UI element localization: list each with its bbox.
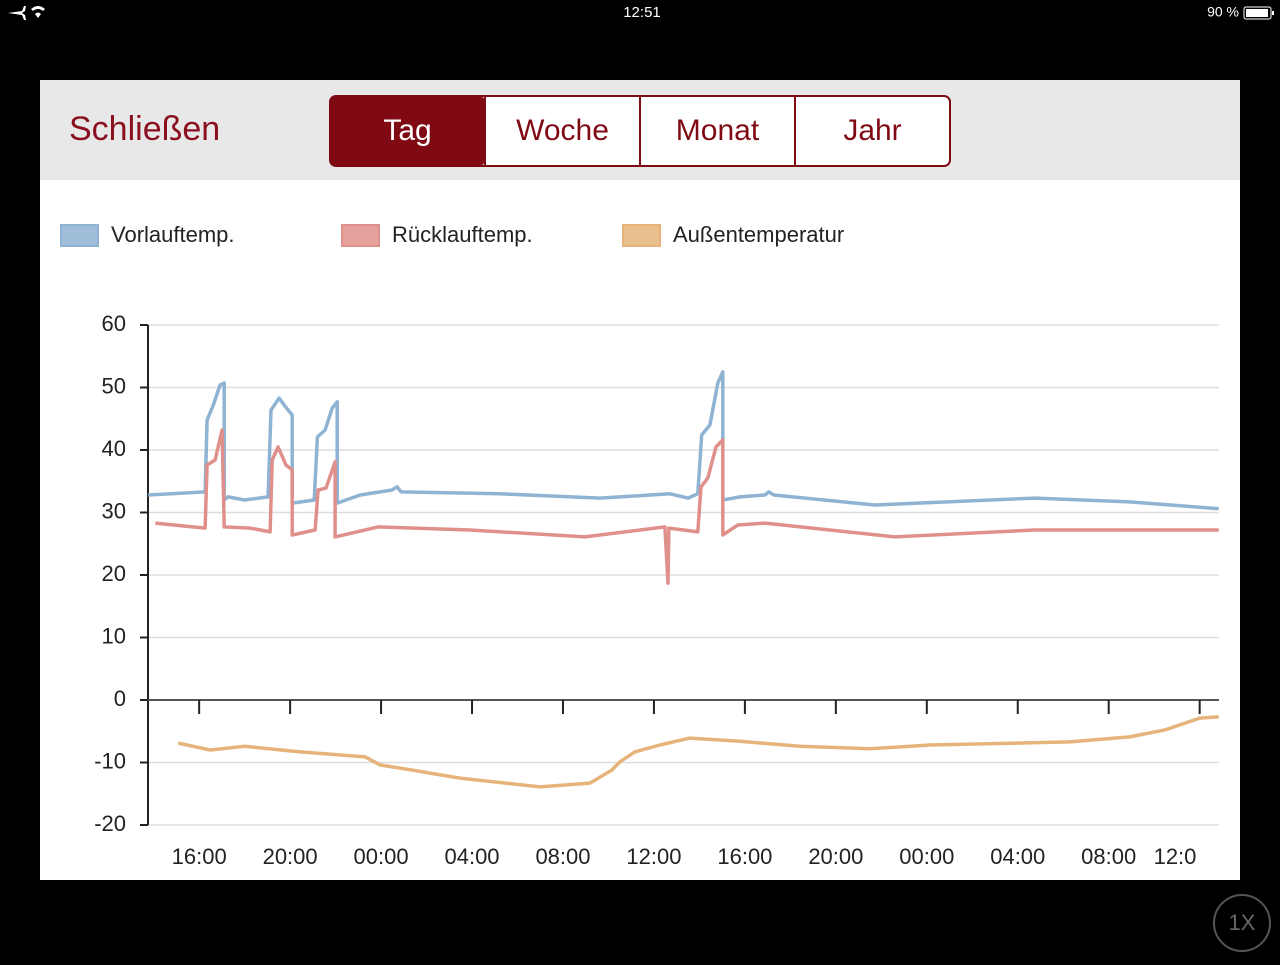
x-tick-label: 08:00: [1081, 844, 1136, 869]
x-tick-label: 12:00: [626, 844, 681, 869]
tab[interactable]: Jahr: [843, 114, 901, 147]
tab-active-bg: [330, 96, 485, 166]
tab[interactable]: Woche: [516, 114, 609, 147]
wifi-icon: [31, 6, 45, 18]
chart: Vorlauftemp. Rücklauftemp. Außentemperatur…: [60, 222, 1219, 869]
y-tick-label: 0: [114, 686, 126, 711]
series-line: [148, 370, 1219, 511]
battery-tip: [1272, 11, 1274, 15]
x-tick-label: 12:0: [1154, 844, 1197, 869]
zoom-circle: [1213, 894, 1271, 952]
x-tick-label: 04:00: [990, 844, 1045, 869]
battery-icon: [1243, 6, 1272, 20]
battery-level: [1246, 9, 1268, 17]
legend-label: Außentemperatur: [673, 222, 844, 247]
tab[interactable]: Tag: [383, 114, 431, 147]
status-battery: 90 %: [1207, 4, 1239, 20]
series-line: [177, 715, 1219, 789]
y-tick-label: 40: [102, 436, 126, 461]
x-tick-label: 16:00: [717, 844, 772, 869]
legend-label: Rücklauftemp.: [392, 222, 533, 247]
status-time: 12:51: [623, 4, 661, 21]
legend-swatch: [622, 224, 661, 247]
x-tick-label: 04:00: [444, 844, 499, 869]
segmented-control: Tag Woche Monat Jahr: [329, 95, 951, 167]
y-tick-label: 30: [102, 498, 126, 523]
y-tick-label: -20: [94, 811, 126, 836]
y-tick-label: 20: [102, 561, 126, 586]
y-tick-label: -10: [94, 748, 126, 773]
x-tick-label: 08:00: [535, 844, 590, 869]
series-line: [155, 428, 1219, 585]
legend-label: Vorlauftemp.: [111, 222, 235, 247]
airplane-icon: [8, 6, 26, 20]
panel: [40, 80, 1240, 880]
x-tick-label: 20:00: [808, 844, 863, 869]
y-tick-label: 60: [102, 311, 126, 336]
x-tick-label: 00:00: [899, 844, 954, 869]
zoom-button[interactable]: 1X: [1229, 910, 1256, 935]
y-tick-label: 50: [102, 373, 126, 398]
x-tick-label: 00:00: [354, 844, 409, 869]
close-button[interactable]: Schließen: [69, 110, 220, 148]
legend-swatch: [60, 224, 99, 247]
y-tick-label: 10: [102, 623, 126, 648]
x-tick-label: 16:00: [172, 844, 227, 869]
x-tick-label: 20:00: [263, 844, 318, 869]
legend-swatch: [341, 224, 380, 247]
tab[interactable]: Monat: [676, 114, 760, 147]
